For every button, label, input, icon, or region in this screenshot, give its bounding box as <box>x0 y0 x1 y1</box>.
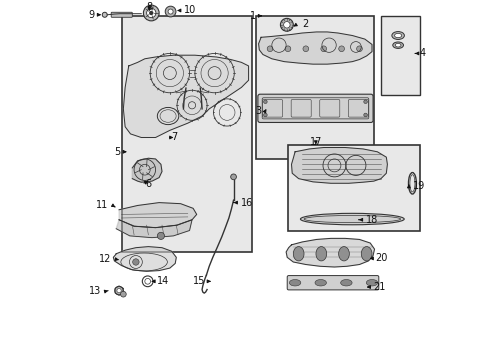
Circle shape <box>285 46 291 51</box>
Ellipse shape <box>392 32 404 40</box>
Ellipse shape <box>361 247 372 261</box>
Circle shape <box>168 9 173 14</box>
Polygon shape <box>116 220 192 238</box>
Text: 9: 9 <box>89 10 95 20</box>
Circle shape <box>267 46 273 51</box>
Circle shape <box>284 22 290 28</box>
Circle shape <box>117 288 121 293</box>
Text: 19: 19 <box>413 181 425 191</box>
Circle shape <box>339 46 344 51</box>
Circle shape <box>264 100 267 104</box>
Text: 18: 18 <box>366 215 378 225</box>
Circle shape <box>357 46 362 51</box>
Polygon shape <box>119 203 196 228</box>
Circle shape <box>264 113 267 117</box>
Ellipse shape <box>315 279 326 286</box>
Ellipse shape <box>300 213 404 225</box>
Polygon shape <box>259 32 372 64</box>
Circle shape <box>364 100 368 104</box>
Text: 7: 7 <box>171 132 177 143</box>
Circle shape <box>147 8 156 18</box>
Text: 16: 16 <box>241 198 253 208</box>
Circle shape <box>102 12 107 17</box>
Circle shape <box>165 6 176 17</box>
Text: 6: 6 <box>146 179 152 189</box>
Circle shape <box>149 11 153 15</box>
Text: 4: 4 <box>419 48 426 58</box>
Ellipse shape <box>290 279 301 286</box>
Ellipse shape <box>367 279 378 286</box>
Circle shape <box>133 259 139 265</box>
Bar <box>122 16 252 252</box>
Ellipse shape <box>294 247 304 261</box>
Text: 15: 15 <box>193 276 205 286</box>
Polygon shape <box>123 55 248 138</box>
Bar <box>256 16 374 159</box>
FancyBboxPatch shape <box>287 276 379 290</box>
Text: 8: 8 <box>147 2 152 12</box>
Text: 10: 10 <box>183 5 196 15</box>
Bar <box>381 16 420 95</box>
Text: 2: 2 <box>302 19 309 29</box>
Text: 21: 21 <box>373 282 386 292</box>
Text: 12: 12 <box>98 254 111 264</box>
Ellipse shape <box>394 33 402 38</box>
Circle shape <box>303 46 309 51</box>
Text: 13: 13 <box>89 286 101 296</box>
Text: 17: 17 <box>310 137 322 147</box>
Ellipse shape <box>339 247 349 261</box>
Bar <box>288 145 420 230</box>
Ellipse shape <box>395 44 401 47</box>
FancyBboxPatch shape <box>258 94 373 122</box>
Circle shape <box>280 18 294 31</box>
Polygon shape <box>292 148 388 183</box>
Circle shape <box>231 174 236 180</box>
Polygon shape <box>286 238 374 267</box>
Text: 11: 11 <box>96 201 108 211</box>
Text: 5: 5 <box>114 147 121 157</box>
Text: 20: 20 <box>376 253 388 264</box>
Circle shape <box>157 232 165 239</box>
Circle shape <box>115 286 123 295</box>
Text: 1: 1 <box>250 11 256 21</box>
Polygon shape <box>132 158 162 182</box>
Circle shape <box>321 46 326 51</box>
Ellipse shape <box>316 247 327 261</box>
Text: 3: 3 <box>255 105 261 116</box>
Circle shape <box>121 291 126 297</box>
Ellipse shape <box>341 279 352 286</box>
FancyBboxPatch shape <box>111 12 132 17</box>
Text: 14: 14 <box>157 276 170 286</box>
Ellipse shape <box>393 42 403 48</box>
Circle shape <box>144 5 159 21</box>
Polygon shape <box>113 247 176 271</box>
Circle shape <box>364 113 368 117</box>
